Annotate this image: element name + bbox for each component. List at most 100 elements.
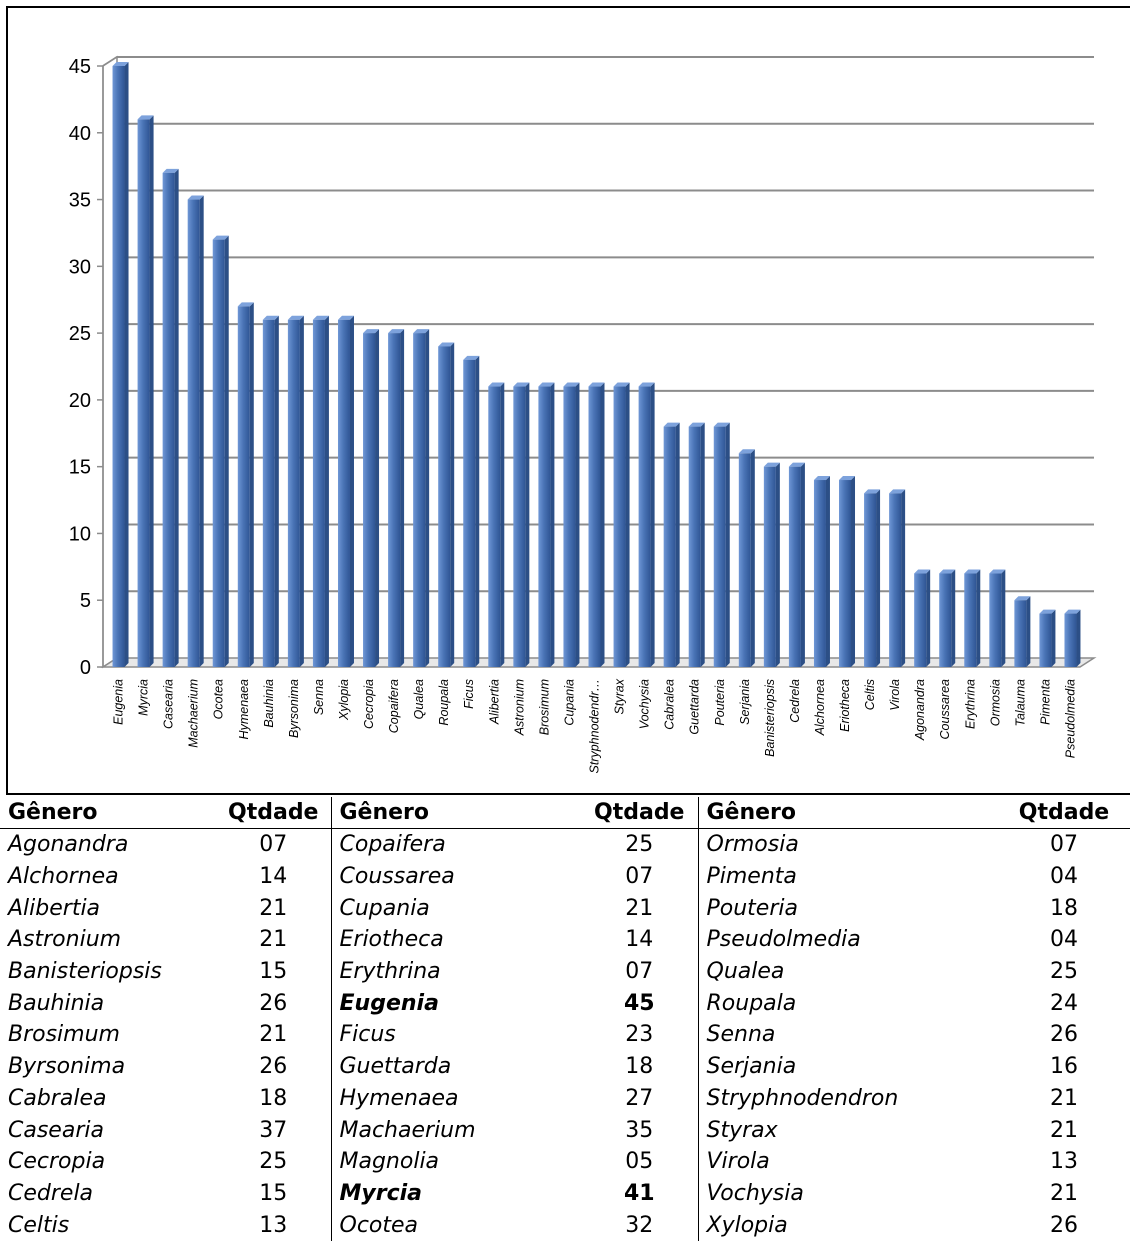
qty-cell: 14 <box>259 864 288 890</box>
genus-cell: Senna <box>697 1019 998 1051</box>
y-tick-label: 0 <box>80 657 91 679</box>
qty-cell: 27 <box>625 1085 654 1111</box>
bar-top <box>337 315 354 320</box>
bar-side <box>349 315 354 667</box>
bar <box>839 476 856 667</box>
genus-cell: Virola <box>697 1145 998 1178</box>
bar-front <box>513 386 526 667</box>
table-row: Cabralea 18 Hymenaea 27 Stryphnodendron 21 <box>0 1082 1130 1115</box>
bar-front <box>287 319 300 667</box>
bar-front <box>488 386 501 667</box>
bar-side <box>951 569 956 667</box>
bar-front <box>187 199 200 668</box>
bar-side <box>224 235 229 667</box>
y-tick-label: 10 <box>69 523 91 545</box>
bar-front <box>337 319 350 667</box>
x-tick-label: Byrsonima <box>287 679 301 738</box>
bar-top <box>162 168 179 173</box>
gridline <box>102 122 1094 134</box>
qty-cell: 41 <box>623 1180 655 1206</box>
x-tick-label: Hymenaea <box>237 679 251 739</box>
gridline <box>102 256 1094 268</box>
bar-top <box>137 115 154 120</box>
bar-top <box>588 382 605 387</box>
y-tick-label: 40 <box>69 123 91 145</box>
header-genus: Gênero <box>697 797 998 829</box>
y-tick-label: 35 <box>69 190 91 212</box>
x-tick-label: Brosimum <box>537 679 551 735</box>
qty-cell: 26 <box>259 990 288 1016</box>
qty-cell: 35 <box>625 1117 654 1143</box>
genus-cell: Pimenta <box>697 860 998 893</box>
x-tick-label: Talauma <box>1013 679 1027 727</box>
genus-cell: Banisteriopsis <box>8 959 162 985</box>
x-tick-label: Copaifera <box>387 679 401 733</box>
bar <box>563 382 580 667</box>
bar-side <box>725 422 730 667</box>
gridline <box>102 189 1094 201</box>
bar-side <box>825 476 830 667</box>
bar <box>688 422 705 667</box>
bar-top <box>864 489 881 494</box>
bar-top <box>513 382 530 387</box>
x-tick-label: Ormosia <box>988 679 1002 726</box>
bar <box>763 462 780 667</box>
genus-cell: Cedrela <box>8 1180 94 1206</box>
x-tick-label: Qualea <box>412 679 426 719</box>
qty-cell: 21 <box>1050 1117 1078 1143</box>
bar-front <box>738 453 751 667</box>
bar-side <box>375 329 380 667</box>
bar-front <box>112 66 125 667</box>
bar <box>939 569 956 667</box>
x-tick-label: Machaerium <box>187 679 201 748</box>
bar-top <box>1064 609 1081 614</box>
bar-top <box>989 569 1006 574</box>
genus-cell: Brosimum <box>8 1022 120 1048</box>
genus-cell: Cupania <box>330 892 581 925</box>
bar-front <box>763 466 776 667</box>
x-tick-label: Alibertia <box>487 679 501 725</box>
bar-side <box>500 382 505 667</box>
bar <box>538 382 555 667</box>
header-qty: Qtdade <box>998 797 1130 829</box>
bar-front <box>538 386 551 667</box>
qty-cell: 21 <box>259 1022 288 1048</box>
bar-front <box>638 386 651 667</box>
bar-side <box>324 315 329 667</box>
x-tick-label: Banisteriopsis <box>763 679 777 757</box>
bar-top <box>713 422 730 427</box>
genus-cell: Coussarea <box>330 860 581 893</box>
bar-top <box>839 476 856 481</box>
qty-cell: 13 <box>259 1212 288 1238</box>
x-tick-label: Ocotea <box>212 679 226 719</box>
bar-side <box>700 422 705 667</box>
bar-top <box>262 315 279 320</box>
qty-cell: 23 <box>625 1022 654 1048</box>
qty-cell: 37 <box>259 1117 288 1143</box>
bar-top <box>914 569 931 574</box>
qty-cell: 07 <box>625 959 654 985</box>
bar-side <box>1026 596 1031 667</box>
bar-front <box>413 333 426 667</box>
bar-side <box>926 569 931 667</box>
bar <box>588 382 605 667</box>
x-tick-label: Alchornea <box>813 679 827 736</box>
genus-cell: Eriotheca <box>330 924 581 956</box>
x-tick-label: Casearia <box>162 679 176 729</box>
x-tick-label: Pseudolmedia <box>1063 679 1077 758</box>
bar-side <box>199 195 204 668</box>
bar-side <box>800 462 805 667</box>
qty-cell: 24 <box>1050 990 1078 1016</box>
bar <box>137 115 154 667</box>
bar <box>463 355 480 667</box>
bar-side <box>149 115 154 667</box>
bar <box>413 329 430 667</box>
bar-top <box>964 569 981 574</box>
bar <box>262 315 279 667</box>
qty-cell: 05 <box>625 1149 654 1175</box>
bar-side <box>1076 609 1081 667</box>
bar-top <box>413 329 430 334</box>
table-row: Banisteriopsis 15 Erythrina 07 Qualea 25 <box>0 955 1130 988</box>
genus-cell: Myrcia <box>330 1177 581 1210</box>
bar <box>964 569 981 667</box>
